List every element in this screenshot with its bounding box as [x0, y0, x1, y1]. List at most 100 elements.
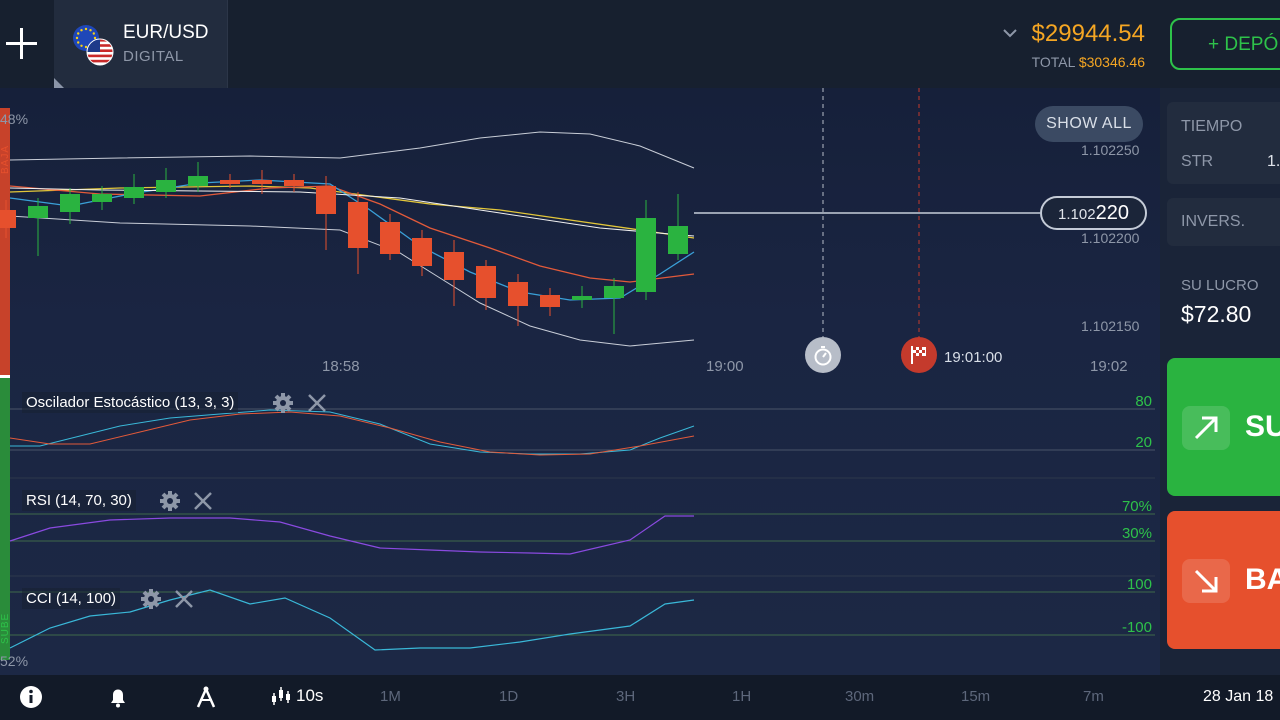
investment-box[interactable]: INVERS. — [1167, 198, 1280, 246]
price-chart[interactable] — [0, 88, 1160, 675]
arrow-up-right-icon — [1182, 406, 1230, 450]
candle-body — [668, 226, 688, 254]
info-icon[interactable] — [19, 685, 43, 709]
candle-body — [380, 222, 400, 254]
timeframe-option[interactable]: 7m — [1083, 688, 1104, 705]
candle-body — [604, 286, 624, 298]
price-tick: 1.102150 — [1081, 318, 1140, 334]
sentiment-divider — [0, 375, 10, 378]
current-price-badge: 1.102220 — [1040, 196, 1147, 230]
bottom-toolbar: 10s 1M 1D 3H 1H 30m 15m 7m 28 Jan 18 — [0, 675, 1280, 720]
top-bar: EUR/USD DIGITAL $29944.54 TOTAL $30346.4… — [0, 0, 1280, 88]
rsi-level-70: 70% — [1121, 498, 1152, 515]
cci-close-icon[interactable] — [173, 588, 195, 610]
sentiment-up-label: SUBE — [0, 612, 11, 644]
timeframe-option[interactable]: 1M — [380, 688, 401, 705]
rsi-label: RSI (14, 70, 30) — [22, 490, 136, 511]
rsi-close-icon[interactable] — [192, 490, 214, 512]
bollinger-lower-line — [9, 215, 695, 347]
sentiment-top: 48% — [0, 111, 29, 127]
stochastic-level-20: 20 — [1135, 434, 1152, 451]
timeframe-option[interactable]: 30m — [845, 688, 875, 705]
timeframe-active[interactable]: 10s — [296, 686, 324, 705]
ma-white-line — [9, 187, 695, 237]
cci-level-100: 100 — [1126, 576, 1152, 593]
cci-line — [9, 589, 695, 651]
candle-body — [444, 252, 464, 280]
sentiment-up-bar — [0, 376, 10, 660]
chart-area[interactable]: 48% 52% BAJA SUBE 1.102250 1.102200 1.10… — [0, 88, 1160, 675]
bell-icon[interactable] — [106, 685, 130, 709]
chevron-down-icon[interactable] — [1003, 26, 1017, 40]
eur-usd-flag-icon — [73, 25, 114, 66]
profit-value: $72.80 — [1181, 301, 1252, 327]
total-label: TOTAL — [1031, 54, 1075, 70]
sentiment-bottom: 52% — [0, 653, 29, 669]
current-price-prefix: 1.102 — [1058, 206, 1096, 223]
candle-body — [476, 266, 496, 298]
asset-type: DIGITAL — [123, 48, 184, 65]
sentiment-down-bar — [0, 108, 10, 376]
add-asset-button[interactable] — [0, 0, 48, 88]
total-value: $30346.46 — [1078, 54, 1145, 70]
candle-body — [252, 180, 272, 184]
rsi-settings-icon[interactable] — [158, 489, 182, 513]
show-all-button[interactable]: SHOW ALL — [1035, 106, 1143, 142]
invest-label: INVERS. — [1181, 213, 1246, 230]
candle-body — [412, 238, 432, 266]
finish-flag-icon[interactable] — [901, 337, 937, 373]
time-tick: 19:00 — [706, 358, 744, 375]
candle-body — [316, 186, 336, 214]
cci-level-minus100: -100 — [1121, 619, 1152, 636]
candle-body — [92, 194, 112, 202]
asset-tab[interactable]: EUR/USD DIGITAL — [54, 0, 228, 88]
candle-body — [124, 187, 144, 198]
stochastic-label: Oscilador Estocástico (13, 3, 3) — [22, 392, 239, 413]
rsi-line — [9, 515, 694, 555]
candle-body — [540, 295, 560, 307]
stochastic-close-icon[interactable] — [306, 392, 328, 414]
ma-yellow-line — [9, 185, 695, 239]
candlesticks — [0, 162, 688, 334]
drawing-compass-icon[interactable] — [194, 685, 218, 709]
timeframe-option[interactable]: 1H — [732, 688, 752, 705]
ma-red-line — [9, 185, 695, 283]
stochastic-k-line — [10, 409, 695, 455]
candle-body — [60, 194, 80, 212]
stochastic-d-line — [9, 411, 695, 456]
deposit-button[interactable]: + DEPÓ — [1170, 18, 1280, 70]
timeframe-option[interactable]: 15m — [961, 688, 991, 705]
strike-label: STR — [1181, 153, 1213, 170]
candle-body — [28, 206, 48, 218]
balance-amount[interactable]: $29944.54 — [1031, 20, 1145, 47]
candle-body — [188, 176, 208, 186]
candlestick-chart-icon[interactable] — [268, 685, 292, 709]
bollinger-upper-line — [9, 131, 695, 169]
candle-body — [156, 180, 176, 192]
put-down-button[interactable]: BA — [1167, 511, 1280, 649]
cci-settings-icon[interactable] — [139, 587, 163, 611]
stochastic-settings-icon[interactable] — [271, 391, 295, 415]
time-label: TIEMPO — [1181, 118, 1243, 135]
call-up-button[interactable]: SU — [1167, 358, 1280, 496]
asset-name: EUR/USD — [123, 22, 209, 43]
expiry-time-box[interactable]: TIEMPO STR 1. — [1167, 102, 1280, 184]
profit-label: SU LUCRO — [1181, 277, 1259, 294]
cci-label: CCI (14, 100) — [22, 588, 121, 609]
timeframe-option[interactable]: 1D — [499, 688, 519, 705]
rsi-level-30: 30% — [1121, 525, 1152, 542]
candle-body — [508, 282, 528, 306]
time-tick: 18:58 — [322, 358, 360, 375]
strike-value: 1. — [1267, 153, 1280, 170]
stopwatch-icon[interactable] — [805, 337, 841, 373]
time-tick: 19:02 — [1090, 358, 1128, 375]
timeframe-option[interactable]: 3H — [616, 688, 636, 705]
date-label: 28 Jan 18 — [1203, 688, 1274, 705]
stochastic-level-80: 80 — [1135, 393, 1152, 410]
sentiment-down-label: BAJA — [0, 144, 11, 174]
price-tick: 1.102200 — [1081, 230, 1140, 246]
expiry-time-label: 19:01:00 — [944, 349, 1003, 366]
total-balance: TOTAL $30346.46 — [1032, 54, 1145, 70]
down-label: BA — [1245, 563, 1280, 596]
candle-body — [636, 218, 656, 292]
